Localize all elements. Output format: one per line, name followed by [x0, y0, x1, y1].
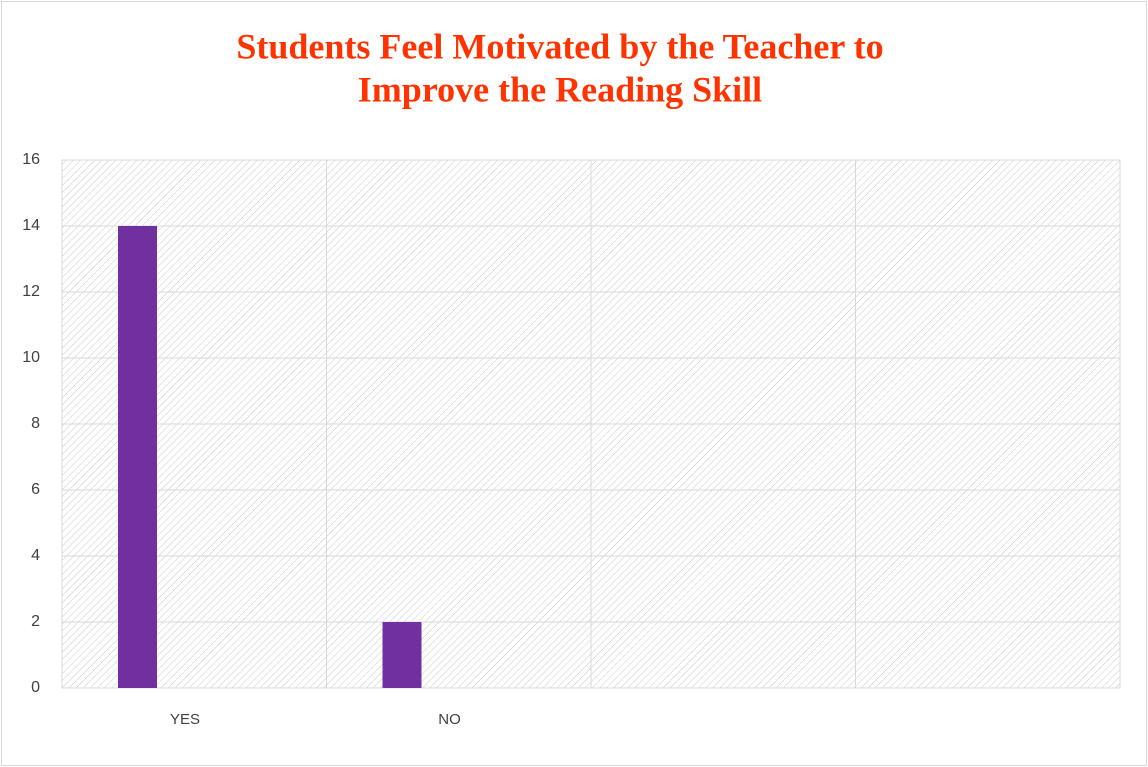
chart-title: Improve the Reading Skill	[358, 69, 762, 109]
chart-title: Students Feel Motivated by the Teacher t…	[236, 26, 883, 66]
y-tick-label: 6	[31, 481, 40, 498]
y-tick-label: 0	[31, 679, 40, 696]
y-tick-label: 2	[31, 613, 40, 630]
bar	[118, 226, 157, 688]
y-tick-label: 12	[22, 283, 40, 300]
y-tick-label: 16	[22, 151, 40, 168]
x-tick-label: YES	[170, 711, 200, 728]
y-tick-label: 14	[22, 217, 40, 234]
bar	[382, 622, 422, 688]
y-tick-label: 8	[31, 415, 40, 432]
y-tick-label: 4	[31, 547, 40, 564]
x-tick-label: NO	[438, 711, 461, 728]
y-tick-label: 10	[22, 349, 40, 366]
